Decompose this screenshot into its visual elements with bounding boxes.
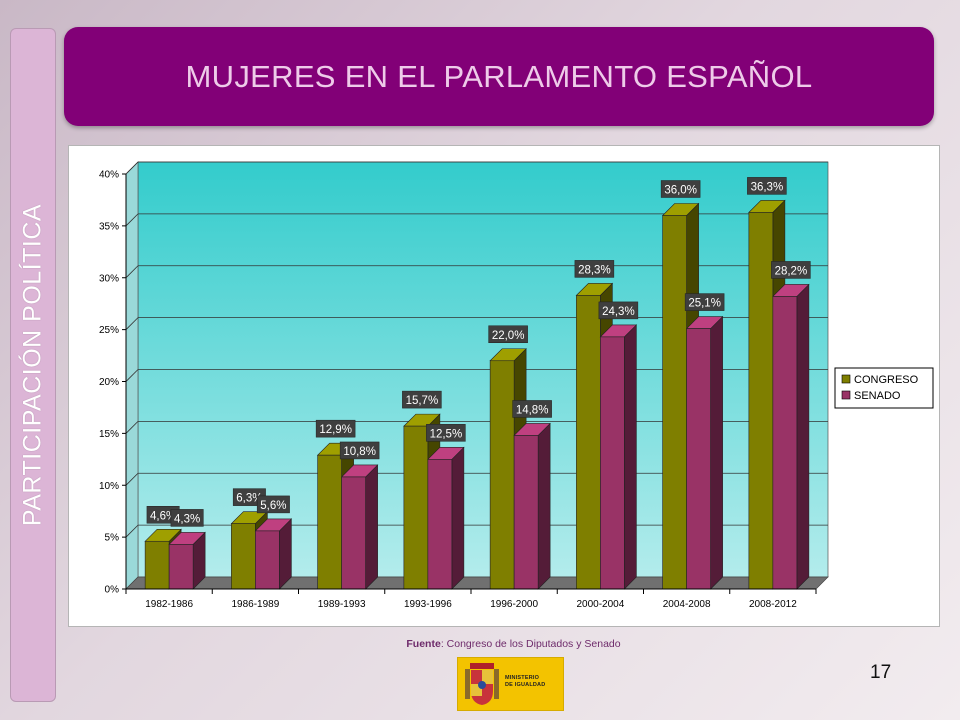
x-tick-label: 2004-2008	[663, 599, 711, 610]
bar-senado	[254, 518, 293, 590]
data-label-text: 28,3%	[578, 264, 611, 276]
bar-senado	[340, 464, 379, 590]
page-number: 17	[870, 662, 892, 683]
data-label: 15,7%	[402, 390, 442, 409]
source-label: Fuente	[406, 638, 441, 650]
data-label: 5,6%	[256, 495, 290, 514]
data-label-text: 4,6%	[150, 510, 176, 522]
gridline-side	[125, 317, 139, 330]
x-tick-label: 2000-2004	[576, 599, 624, 610]
data-label: 25,1%	[684, 293, 725, 311]
bar-senado	[427, 446, 465, 590]
bar-senado	[599, 324, 638, 590]
y-tick-label: 0%	[105, 585, 120, 596]
legend-box	[834, 367, 934, 409]
x-tick-label: 1993-1996	[404, 599, 452, 610]
data-label-text: 12,5%	[430, 428, 463, 440]
ministry-name: MINISTERIO DE IGUALDAD	[505, 675, 545, 689]
x-tick-label: 1986-1989	[231, 599, 279, 610]
legend: CONGRESO SENADO	[834, 367, 934, 409]
data-label: 4,3%	[170, 509, 204, 527]
bar-senado	[685, 315, 724, 590]
data-label-text: 12,9%	[319, 424, 352, 436]
data-label: 12,5%	[426, 424, 466, 442]
bar-chart: 4,6%4,3% 6,3%5,6% 12,9% 10,8% 15,7% 12,5% 22,0…	[99, 161, 934, 610]
data-label: 36,3%	[747, 177, 787, 195]
gridline-side	[125, 472, 139, 486]
data-label-text: 4,3%	[174, 513, 200, 525]
bar-senado	[513, 422, 551, 590]
ministry-logo: MINISTERIO DE IGUALDAD	[457, 657, 564, 711]
section-label: PARTICIPACIÓN POLÍTICA	[18, 203, 47, 527]
y-tick-label: 10%	[99, 481, 119, 492]
data-label-text: 25,1%	[688, 298, 721, 310]
data-label-text: 5,6%	[260, 500, 286, 512]
data-label-text: 36,3%	[751, 181, 784, 193]
data-label: 36,0%	[660, 180, 701, 198]
source-note: Fuente: Congreso de los Diputados y Sena…	[0, 638, 960, 650]
data-label: 14,8%	[512, 400, 552, 418]
data-label: 24,3%	[598, 301, 639, 320]
title-banner: MUJERES EN EL PARLAMENTO ESPAÑOL	[64, 27, 934, 126]
side-bar: PARTICIPACIÓN POLÍTICA	[10, 28, 56, 702]
data-label-text: 24,3%	[602, 306, 635, 318]
data-label-text: 15,7%	[406, 395, 439, 407]
y-tick-label: 30%	[99, 273, 119, 284]
y-tick-label: 35%	[99, 221, 119, 232]
gridline-side	[125, 161, 139, 175]
x-tick-label: 1996-2000	[490, 599, 538, 610]
data-label: 28,2%	[771, 261, 811, 279]
y-tick-label: 15%	[99, 429, 119, 440]
legend-swatch	[841, 390, 851, 400]
y-tick-label: 5%	[105, 533, 120, 544]
data-label-text: 28,2%	[775, 265, 808, 277]
x-tick-label: 2008-2012	[749, 599, 797, 610]
data-label: 28,3%	[574, 260, 615, 278]
logo-text-line1: MINISTERIO	[505, 675, 540, 681]
data-label: 22,0%	[488, 325, 528, 343]
slide-title: MUJERES EN EL PARLAMENTO ESPAÑOL	[185, 58, 813, 94]
coat-of-arms-icon	[465, 663, 499, 705]
legend-swatch	[841, 374, 851, 384]
gridline-side	[125, 213, 139, 227]
data-label: 12,9%	[315, 419, 356, 438]
x-tick-label: 1989-1993	[318, 599, 366, 610]
gridline-side	[125, 369, 139, 382]
bar-senado	[772, 283, 810, 590]
data-label-text: 22,0%	[492, 330, 525, 342]
x-tick-label: 1982-1986	[145, 599, 193, 610]
logo-text-line2: DE IGUALDAD	[505, 682, 546, 688]
source-text: : Congreso de los Diputados y Senado	[440, 638, 621, 650]
chart-panel: 4,6% 4,3% 6,3% 5,6% 12,9% 10,8% 15,7% 12,5% 22,0…	[68, 145, 940, 627]
y-tick-label: 40%	[99, 170, 119, 181]
data-label-text: 14,8%	[516, 404, 549, 416]
bar-senado	[168, 531, 206, 590]
gridline-side	[125, 524, 139, 538]
y-tick-label: 20%	[99, 377, 119, 388]
data-label-text: 36,0%	[664, 185, 697, 197]
gridline-side	[125, 265, 139, 279]
legend-label: SENADO	[854, 390, 901, 402]
gridline-side	[125, 421, 139, 434]
data-label: 10,8%	[339, 441, 380, 460]
data-label-text: 10,8%	[343, 446, 376, 458]
y-tick-label: 25%	[99, 325, 119, 336]
data-label-text: 6,3%	[236, 493, 262, 505]
legend-label: CONGRESO	[854, 374, 919, 386]
